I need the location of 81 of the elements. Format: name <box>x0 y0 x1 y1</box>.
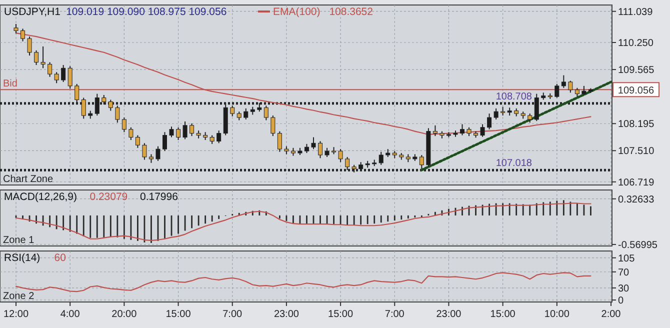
ref-line-label: Bid <box>3 78 18 90</box>
candlestick <box>156 146 160 162</box>
y-tick-label: 111.039 <box>618 6 654 18</box>
x-tick-label: 20:00 <box>112 309 138 320</box>
annotation: 60 <box>54 252 66 264</box>
candlestick <box>169 126 174 138</box>
candlestick <box>554 83 560 98</box>
text: 109.056 <box>618 86 655 97</box>
x-tick-label: 23:00 <box>274 309 300 320</box>
candlestick <box>419 154 424 170</box>
candlestick <box>162 132 167 152</box>
candlestick <box>176 126 181 140</box>
candlestick <box>270 115 276 137</box>
x-tick-label: 2:00 <box>601 309 622 320</box>
candlestick <box>216 130 222 144</box>
candlestick <box>48 62 52 78</box>
x-tick-label: 15:00 <box>166 309 192 320</box>
candlestick <box>40 46 46 69</box>
x-tick-label: 10:00 <box>544 309 570 320</box>
line-series <box>15 272 592 292</box>
candlestick <box>432 124 438 137</box>
candlestick <box>135 134 140 148</box>
annotation: Chart Zone <box>3 174 54 185</box>
y-tick-label: 30 <box>618 283 630 294</box>
x-tick-label: 15:00 <box>490 309 516 320</box>
candlestick <box>324 147 330 158</box>
candlestick <box>182 120 188 140</box>
candlestick <box>460 124 464 136</box>
candlestick <box>277 130 282 152</box>
candlestick <box>561 74 566 88</box>
candlestick <box>487 113 492 130</box>
y-tick-label: 70 <box>618 267 630 278</box>
y-tick-label: -0.56995 <box>618 240 658 251</box>
candlestick <box>61 64 66 82</box>
candlestick <box>68 66 72 90</box>
x-tick-label: 7:00 <box>222 309 243 320</box>
candlestick <box>34 50 39 66</box>
candlestick <box>20 28 26 42</box>
y-tick-label: 108.195 <box>618 119 655 130</box>
x-tick-label: 12:00 <box>3 309 29 320</box>
x-tick-label: 15:00 <box>328 309 354 320</box>
y-tick-label: 109.565 <box>618 65 655 76</box>
candlestick <box>568 80 573 94</box>
candlestick <box>54 72 59 84</box>
candlestick <box>318 140 323 159</box>
chart-title: RSI(14) <box>4 252 40 264</box>
chart-title: USDJPY,H1 <box>4 6 61 18</box>
ref-line-label: 107.018 <box>496 158 532 170</box>
annotation: 0.23079 <box>90 191 128 203</box>
candlestick <box>480 124 485 138</box>
y-tick-label: 0.32633 <box>618 194 655 206</box>
annotation: Zone 2 <box>3 291 35 302</box>
candlestick <box>304 143 309 154</box>
candlestick <box>14 23 18 34</box>
chart-title: MACD(12,26,9) <box>4 191 77 203</box>
y-tick-label: 110.250 <box>618 38 654 49</box>
legend-label: EMA(100) <box>273 6 320 18</box>
y-tick-label: 107.510 <box>618 146 655 158</box>
candlestick <box>190 122 194 137</box>
candlestick <box>338 148 343 163</box>
candlestick <box>244 108 248 120</box>
candlestick <box>528 113 532 124</box>
candlestick <box>378 151 384 166</box>
annotation: Zone 1 <box>3 235 35 246</box>
candlestick <box>122 117 126 133</box>
candlestick <box>142 142 147 160</box>
y-tick-label: 0 <box>618 295 624 306</box>
candlestick <box>582 85 586 96</box>
annotation: 0.17996 <box>140 191 178 203</box>
candlestick <box>27 36 32 56</box>
y-tick-label: 105 <box>618 253 636 264</box>
x-tick-label: 7:00 <box>384 309 405 320</box>
ref-line-label: 108.708 <box>496 91 532 102</box>
annotation: 108.3652 <box>329 6 374 18</box>
candlestick <box>311 136 316 150</box>
candlestick <box>494 108 498 120</box>
x-tick-label: 4:00 <box>60 309 80 320</box>
candlestick <box>128 126 134 140</box>
chart-subtitle: 109.019 109.090 108.975 109.056 <box>66 6 227 18</box>
x-tick-label: 23:00 <box>436 309 462 320</box>
y-tick-label: 106.719 <box>618 177 655 188</box>
